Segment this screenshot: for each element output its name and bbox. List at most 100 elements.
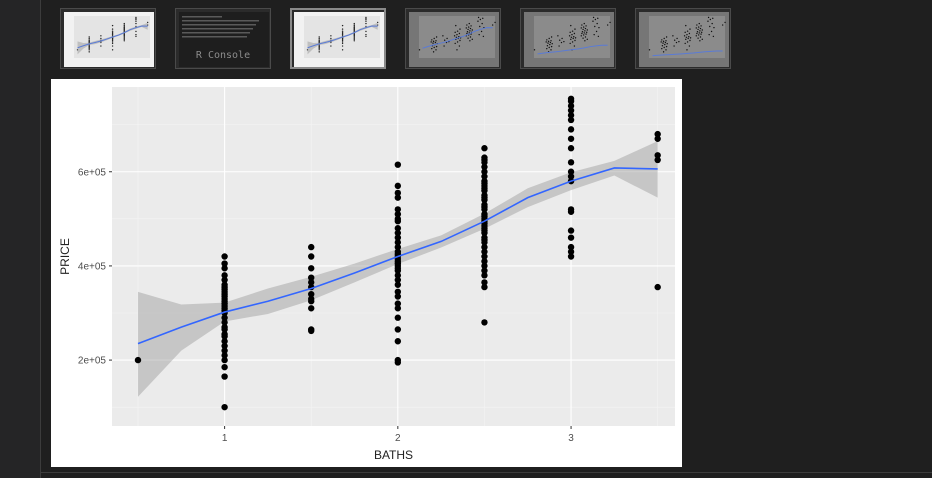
- plot-thumbnail[interactable]: [405, 8, 501, 69]
- thumbnail-point: [586, 29, 588, 31]
- thumbnail-point: [698, 22, 700, 25]
- thumbnail-point: [469, 30, 471, 32]
- data-point: [394, 326, 402, 333]
- thumbnail-point: [665, 40, 667, 42]
- console-text-line: [182, 28, 253, 30]
- thumbnail-point: [581, 24, 583, 26]
- thumbnail-point: [318, 37, 320, 40]
- plot-thumbnail[interactable]: [60, 8, 156, 69]
- thumbnail-point: [459, 28, 461, 30]
- thumbnail-point: [561, 37, 563, 40]
- thumbnail-point: [709, 18, 712, 21]
- data-point: [308, 305, 315, 312]
- thumbnail-point: [711, 22, 713, 25]
- data-point: [394, 215, 402, 223]
- thumbnail-point: [479, 18, 482, 21]
- thumbnail-point: [135, 18, 137, 21]
- thumbnail-point: [477, 20, 479, 22]
- data-point: [394, 288, 402, 296]
- data-point: [394, 210, 402, 218]
- thumbnail-point: [545, 41, 547, 43]
- thumbnail-point: [707, 20, 709, 22]
- thumbnail-point: [695, 27, 697, 29]
- data-point: [394, 189, 402, 197]
- thumbnail-point: [111, 31, 114, 34]
- y-tick-label: 4e+05: [78, 261, 107, 272]
- thumbnail-point: [697, 26, 700, 28]
- thumbnail-point: [376, 21, 379, 24]
- left-rail: [0, 0, 40, 478]
- thumbnail-point: [443, 39, 446, 41]
- plot-thumbnail[interactable]: [520, 8, 616, 69]
- thumbnail-point: [688, 32, 691, 35]
- thumbnail-point: [365, 16, 367, 19]
- data-point: [221, 347, 228, 354]
- thumbnail-point: [712, 17, 714, 20]
- thumbnail-point: [111, 39, 114, 42]
- thumbnail-point: [365, 20, 367, 22]
- thumbnail-point: [685, 24, 687, 27]
- data-point: [567, 168, 575, 175]
- data-point: [567, 102, 575, 110]
- data-point: [654, 135, 661, 142]
- thumbnail-point: [571, 30, 574, 32]
- data-point: [481, 279, 488, 286]
- thumbnail-point: [111, 32, 114, 35]
- plot-thumbnail[interactable]: [635, 8, 731, 69]
- thumbnail-point: [550, 49, 552, 51]
- plot-thumbnail-selected[interactable]: [290, 8, 386, 69]
- thumbnail-point: [135, 35, 137, 38]
- thumbnail-point: [709, 25, 711, 28]
- data-point: [221, 352, 228, 359]
- thumbnail-point: [341, 30, 344, 32]
- thumbnail-point: [573, 32, 576, 35]
- console-thumbnail[interactable]: R Console: [175, 8, 271, 69]
- data-point: [567, 227, 575, 234]
- data-point: [221, 253, 228, 260]
- thumbnail-point: [466, 31, 469, 33]
- thumbnail-point: [697, 34, 700, 36]
- thumbnail-point: [584, 36, 587, 38]
- thumbnail-point: [549, 43, 551, 46]
- thumbnail-point: [699, 30, 701, 32]
- x-axis-ticks: 1 2 3: [222, 426, 574, 444]
- thumbnail-trend-line: [307, 25, 378, 49]
- thumbnail-point: [687, 37, 689, 40]
- data-point: [394, 300, 402, 307]
- thumbnail-point: [471, 38, 473, 41]
- thumbnail-point: [123, 40, 125, 42]
- data-point: [394, 229, 402, 237]
- data-point: [394, 182, 402, 190]
- thumbnail-point: [458, 32, 461, 35]
- thumbnail-point: [699, 27, 702, 30]
- thumbnail-point: [548, 46, 550, 49]
- thumbnail-point: [666, 43, 668, 45]
- data-point: [394, 338, 402, 345]
- data-point: [567, 159, 575, 166]
- thumbnail-point: [432, 42, 434, 44]
- thumbnail-point: [689, 28, 691, 30]
- thumbnail-point: [673, 39, 676, 41]
- thumbnail-point: [123, 24, 125, 26]
- thumbnail-point: [88, 39, 90, 41]
- thumbnail-point: [580, 27, 582, 29]
- data-point: [394, 356, 402, 364]
- thumbnail-point: [135, 16, 137, 19]
- thumbnail-point: [584, 27, 587, 30]
- thumbnail-point: [547, 42, 549, 44]
- thumbnail-band: [307, 22, 378, 55]
- thumbnail-point: [684, 42, 686, 45]
- thumbnail-point: [135, 30, 137, 33]
- thumbnail-point: [550, 40, 552, 42]
- data-point: [567, 95, 575, 102]
- thumbnail-point: [712, 35, 715, 38]
- thumbnail-point: [684, 31, 686, 34]
- thumbnail-point: [571, 33, 573, 36]
- thumbnail-point: [675, 41, 678, 44]
- thumbnail-point: [365, 22, 367, 25]
- thumbnail-point: [584, 40, 586, 42]
- thumbnail-point: [111, 24, 114, 27]
- thumbnail-point: [581, 31, 584, 33]
- thumbnail-point: [88, 37, 90, 40]
- thumbnail-point: [330, 45, 332, 47]
